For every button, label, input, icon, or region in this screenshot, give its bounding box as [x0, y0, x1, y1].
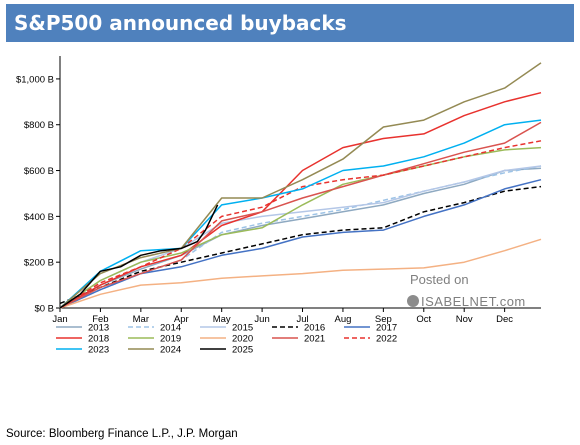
legend-label-2018: 2018 — [88, 334, 109, 345]
x-tick-label: Dec — [496, 314, 513, 325]
legend-label-2015: 2015 — [232, 323, 253, 334]
x-tick-label: Jun — [254, 314, 269, 325]
series-line-2024 — [59, 62, 542, 309]
source-note: Source: Bloomberg Finance L.P., J.P. Mor… — [6, 428, 238, 440]
series-line-2025 — [59, 204, 219, 309]
series-line-2013 — [59, 167, 542, 309]
legend-label-2019: 2019 — [160, 334, 181, 345]
series-line-2019 — [59, 146, 542, 309]
x-tick-label: Sep — [375, 314, 392, 325]
y-tick-label: $200 B — [24, 258, 54, 269]
x-tick-label: Mar — [133, 314, 149, 325]
series-line-2023 — [59, 119, 542, 309]
x-tick-label: May — [213, 314, 231, 325]
legend-label-2022: 2022 — [376, 334, 397, 345]
watermark: Posted on ISABELNET.com — [407, 272, 526, 309]
series-line-2016 — [59, 185, 542, 305]
x-tick-label: Oct — [416, 314, 431, 325]
legend-label-2014: 2014 — [160, 323, 181, 334]
watermark-posted-text: Posted on — [410, 272, 469, 287]
x-tick-label: Jul — [296, 314, 308, 325]
chart-legend: 2013 2014 2015 2016 2017 2018 2019 2020 2021 2022… — [56, 323, 397, 356]
y-tick-label: $800 B — [24, 120, 54, 131]
y-tick-label: $400 B — [24, 212, 54, 223]
legend-label-2023: 2023 — [88, 345, 109, 356]
series-line-2020 — [59, 238, 542, 309]
legend-label-2013: 2013 — [88, 323, 109, 334]
legend-label-2025: 2025 — [232, 345, 253, 356]
x-tick-label: Nov — [456, 314, 473, 325]
legend-label-2024: 2024 — [160, 345, 181, 356]
series-line-2018 — [59, 91, 542, 309]
y-tick-label: $0 B — [34, 304, 54, 315]
legend-label-2017: 2017 — [376, 323, 397, 334]
x-tick-label: Apr — [174, 314, 189, 325]
chart-title: S&P500 announced buybacks — [14, 11, 347, 35]
series-line-2021 — [59, 121, 542, 309]
series-line-2022 — [59, 140, 542, 309]
chart-axes: $0 B $200 B $400 B $600 B $800 B $1,000 B Jan F… — [16, 56, 541, 325]
x-tick-label: Aug — [334, 314, 351, 325]
legend-label-2020: 2020 — [232, 334, 253, 345]
legend-label-2016: 2016 — [304, 323, 325, 334]
chart-series — [59, 62, 542, 309]
chart-title-bar: S&P500 announced buybacks — [6, 4, 574, 42]
y-tick-label: $600 B — [24, 166, 54, 177]
line-chart: $0 B $200 B $400 B $600 B $800 B $1,000 B Jan F… — [16, 56, 542, 356]
watermark-globe-icon — [407, 295, 419, 307]
x-tick-label: Feb — [92, 314, 108, 325]
legend-label-2021: 2021 — [304, 334, 325, 345]
x-tick-label: Jan — [52, 314, 67, 325]
watermark-site-text: ISABELNET.com — [421, 294, 526, 309]
y-tick-label: $1,000 B — [16, 74, 54, 85]
